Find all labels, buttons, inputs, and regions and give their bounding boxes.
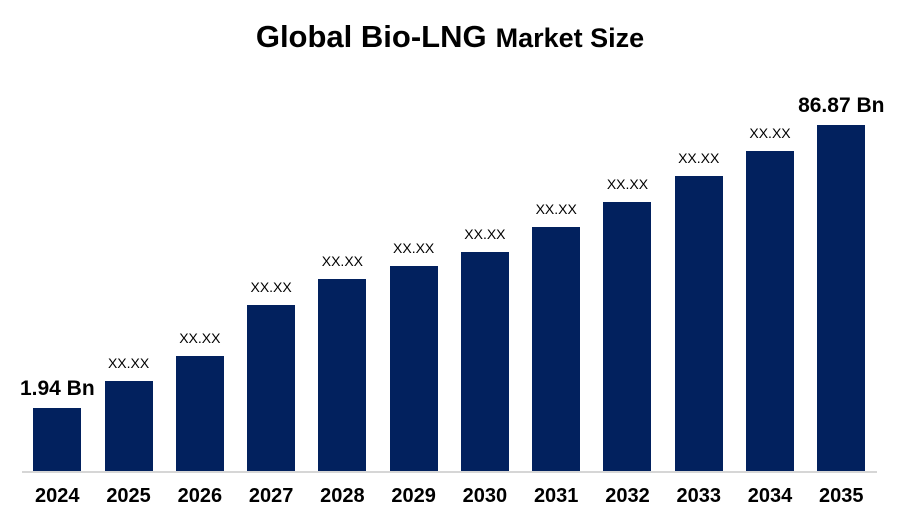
bar-value-label-2025: XX.XX bbox=[107, 355, 150, 371]
bar-2028 bbox=[318, 279, 367, 471]
bar-2026 bbox=[175, 356, 224, 471]
bar-2027 bbox=[247, 305, 296, 471]
bar-value-label-2029: XX.XX bbox=[393, 240, 435, 256]
bar-value-label-2027: XX.XX bbox=[250, 279, 292, 295]
bar-value-label-2024: 1.94 Bn bbox=[19, 377, 95, 400]
x-axis-tick-label-2034: 2034 bbox=[747, 485, 793, 507]
bar-value-label-2030: XX.XX bbox=[464, 226, 506, 242]
chart-title-main: Global Bio-LNG bbox=[255, 19, 487, 54]
bar-value-label-2034: XX.XX bbox=[749, 125, 791, 141]
x-axis-tick-label-2035: 2035 bbox=[819, 485, 864, 507]
x-axis-tick-label-2033: 2033 bbox=[676, 485, 721, 507]
x-axis-tick-label-2031: 2031 bbox=[533, 485, 579, 507]
x-axis-tick-label-2029: 2029 bbox=[391, 485, 436, 507]
bar-value-label-2026: XX.XX bbox=[179, 330, 221, 346]
x-axis-tick-label-2027: 2027 bbox=[248, 485, 294, 507]
x-axis-tick-label-2028: 2028 bbox=[320, 485, 365, 507]
bar-value-label-2035: 86.87 Bn bbox=[798, 94, 885, 117]
bar-2035 bbox=[817, 125, 866, 471]
bar-2029 bbox=[389, 266, 438, 471]
bar-2030 bbox=[460, 252, 509, 471]
bar-value-label-2032: XX.XX bbox=[606, 176, 649, 192]
chart-title-sub: Market Size bbox=[495, 23, 645, 53]
bar-2031 bbox=[532, 227, 581, 471]
bar-value-label-2028: XX.XX bbox=[321, 253, 363, 269]
bar-2032 bbox=[603, 202, 652, 471]
bar-value-label-2031: XX.XX bbox=[535, 201, 577, 217]
x-axis-tick-label-2032: 2032 bbox=[605, 485, 650, 507]
bar-2033 bbox=[674, 176, 723, 471]
x-axis-line bbox=[22, 471, 877, 473]
x-axis-tick-label-2024: 2024 bbox=[35, 485, 80, 507]
chart-title: Global Bio-LNG Market Size bbox=[0, 19, 900, 54]
x-axis-tick-label-2030: 2030 bbox=[462, 485, 508, 507]
x-axis-tick-label-2025: 2025 bbox=[106, 485, 151, 507]
bar-value-label-2033: XX.XX bbox=[678, 150, 720, 166]
bar-2024 bbox=[33, 408, 82, 471]
bar-2025 bbox=[104, 381, 153, 471]
x-axis-tick-label-2026: 2026 bbox=[177, 485, 223, 507]
bar-2034 bbox=[746, 151, 794, 471]
